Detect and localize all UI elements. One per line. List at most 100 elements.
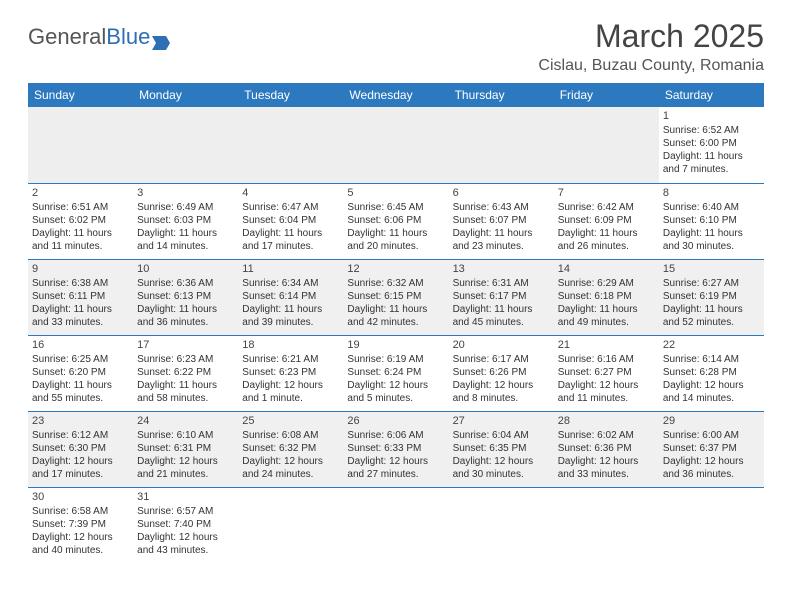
sunrise-text: Sunrise: 6:04 AM [453,429,550,442]
calendar-cell: 13Sunrise: 6:31 AMSunset: 6:17 PMDayligh… [449,259,554,335]
sunrise-text: Sunrise: 6:25 AM [32,353,129,366]
calendar-cell: 16Sunrise: 6:25 AMSunset: 6:20 PMDayligh… [28,335,133,411]
daylight-text-2: and 17 minutes. [32,468,129,481]
logo-text-general: General [28,24,106,50]
calendar-week-row: 30Sunrise: 6:58 AMSunset: 7:39 PMDayligh… [28,487,764,563]
sunrise-text: Sunrise: 6:02 AM [558,429,655,442]
daylight-text-2: and 26 minutes. [558,240,655,253]
daylight-text-2: and 43 minutes. [137,544,234,557]
sunset-text: Sunset: 6:03 PM [137,214,234,227]
day-number: 26 [347,414,444,428]
daylight-text-2: and 30 minutes. [453,468,550,481]
daylight-text-1: Daylight: 11 hours [663,227,760,240]
day-number: 23 [32,414,129,428]
calendar-cell [343,487,448,563]
sunrise-text: Sunrise: 6:49 AM [137,201,234,214]
sunrise-text: Sunrise: 6:21 AM [242,353,339,366]
sunset-text: Sunset: 6:00 PM [663,137,760,150]
sunrise-text: Sunrise: 6:42 AM [558,201,655,214]
day-number: 1 [663,109,760,123]
sunrise-text: Sunrise: 6:29 AM [558,277,655,290]
daylight-text-1: Daylight: 12 hours [32,455,129,468]
sunset-text: Sunset: 6:31 PM [137,442,234,455]
calendar-cell [343,107,448,183]
day-number: 20 [453,338,550,352]
day-number: 5 [347,186,444,200]
sunrise-text: Sunrise: 6:45 AM [347,201,444,214]
calendar-cell [133,107,238,183]
sunset-text: Sunset: 6:11 PM [32,290,129,303]
daylight-text-1: Daylight: 11 hours [32,379,129,392]
daylight-text-1: Daylight: 11 hours [137,227,234,240]
daylight-text-2: and 14 minutes. [663,392,760,405]
sunrise-text: Sunrise: 6:52 AM [663,124,760,137]
day-number: 9 [32,262,129,276]
daylight-text-1: Daylight: 11 hours [663,150,760,163]
sunset-text: Sunset: 6:15 PM [347,290,444,303]
day-number: 16 [32,338,129,352]
sunset-text: Sunset: 6:17 PM [453,290,550,303]
daylight-text-1: Daylight: 12 hours [347,455,444,468]
daylight-text-2: and 58 minutes. [137,392,234,405]
sunrise-text: Sunrise: 6:12 AM [32,429,129,442]
day-header: Sunday [28,83,133,107]
calendar-cell [238,487,343,563]
daylight-text-2: and 1 minute. [242,392,339,405]
daylight-text-2: and 7 minutes. [663,163,760,176]
sunset-text: Sunset: 6:20 PM [32,366,129,379]
daylight-text-2: and 24 minutes. [242,468,339,481]
sunrise-text: Sunrise: 6:06 AM [347,429,444,442]
sunset-text: Sunset: 6:09 PM [558,214,655,227]
logo-text-blue: Blue [106,24,150,50]
daylight-text-2: and 23 minutes. [453,240,550,253]
day-number: 12 [347,262,444,276]
daylight-text-2: and 55 minutes. [32,392,129,405]
sunset-text: Sunset: 6:26 PM [453,366,550,379]
flag-icon [152,30,170,44]
sunset-text: Sunset: 6:13 PM [137,290,234,303]
day-number: 31 [137,490,234,504]
day-number: 2 [32,186,129,200]
location: Cislau, Buzau County, Romania [538,57,764,75]
sunrise-text: Sunrise: 6:58 AM [32,505,129,518]
day-number: 7 [558,186,655,200]
daylight-text-2: and 21 minutes. [137,468,234,481]
sunset-text: Sunset: 6:10 PM [663,214,760,227]
daylight-text-2: and 40 minutes. [32,544,129,557]
calendar-cell: 22Sunrise: 6:14 AMSunset: 6:28 PMDayligh… [659,335,764,411]
day-number: 4 [242,186,339,200]
daylight-text-1: Daylight: 11 hours [453,227,550,240]
calendar-cell: 24Sunrise: 6:10 AMSunset: 6:31 PMDayligh… [133,411,238,487]
sunrise-text: Sunrise: 6:31 AM [453,277,550,290]
calendar-week-row: 9Sunrise: 6:38 AMSunset: 6:11 PMDaylight… [28,259,764,335]
calendar-cell [554,107,659,183]
calendar-cell: 3Sunrise: 6:49 AMSunset: 6:03 PMDaylight… [133,183,238,259]
calendar-week-row: 1Sunrise: 6:52 AMSunset: 6:00 PMDaylight… [28,107,764,183]
daylight-text-1: Daylight: 11 hours [663,303,760,316]
daylight-text-1: Daylight: 11 hours [347,303,444,316]
sunrise-text: Sunrise: 6:16 AM [558,353,655,366]
sunset-text: Sunset: 6:28 PM [663,366,760,379]
daylight-text-2: and 33 minutes. [32,316,129,329]
daylight-text-2: and 52 minutes. [663,316,760,329]
sunset-text: Sunset: 6:14 PM [242,290,339,303]
sunset-text: Sunset: 6:07 PM [453,214,550,227]
calendar-cell: 8Sunrise: 6:40 AMSunset: 6:10 PMDaylight… [659,183,764,259]
calendar-cell [238,107,343,183]
daylight-text-1: Daylight: 12 hours [453,455,550,468]
sunrise-text: Sunrise: 6:17 AM [453,353,550,366]
sunrise-text: Sunrise: 6:32 AM [347,277,444,290]
daylight-text-1: Daylight: 12 hours [32,531,129,544]
sunset-text: Sunset: 6:35 PM [453,442,550,455]
calendar-cell: 4Sunrise: 6:47 AMSunset: 6:04 PMDaylight… [238,183,343,259]
calendar-cell [554,487,659,563]
sunrise-text: Sunrise: 6:08 AM [242,429,339,442]
daylight-text-1: Daylight: 11 hours [558,227,655,240]
daylight-text-1: Daylight: 12 hours [137,531,234,544]
calendar-cell: 10Sunrise: 6:36 AMSunset: 6:13 PMDayligh… [133,259,238,335]
daylight-text-1: Daylight: 11 hours [137,379,234,392]
day-header: Thursday [449,83,554,107]
daylight-text-2: and 27 minutes. [347,468,444,481]
day-number: 28 [558,414,655,428]
day-number: 3 [137,186,234,200]
